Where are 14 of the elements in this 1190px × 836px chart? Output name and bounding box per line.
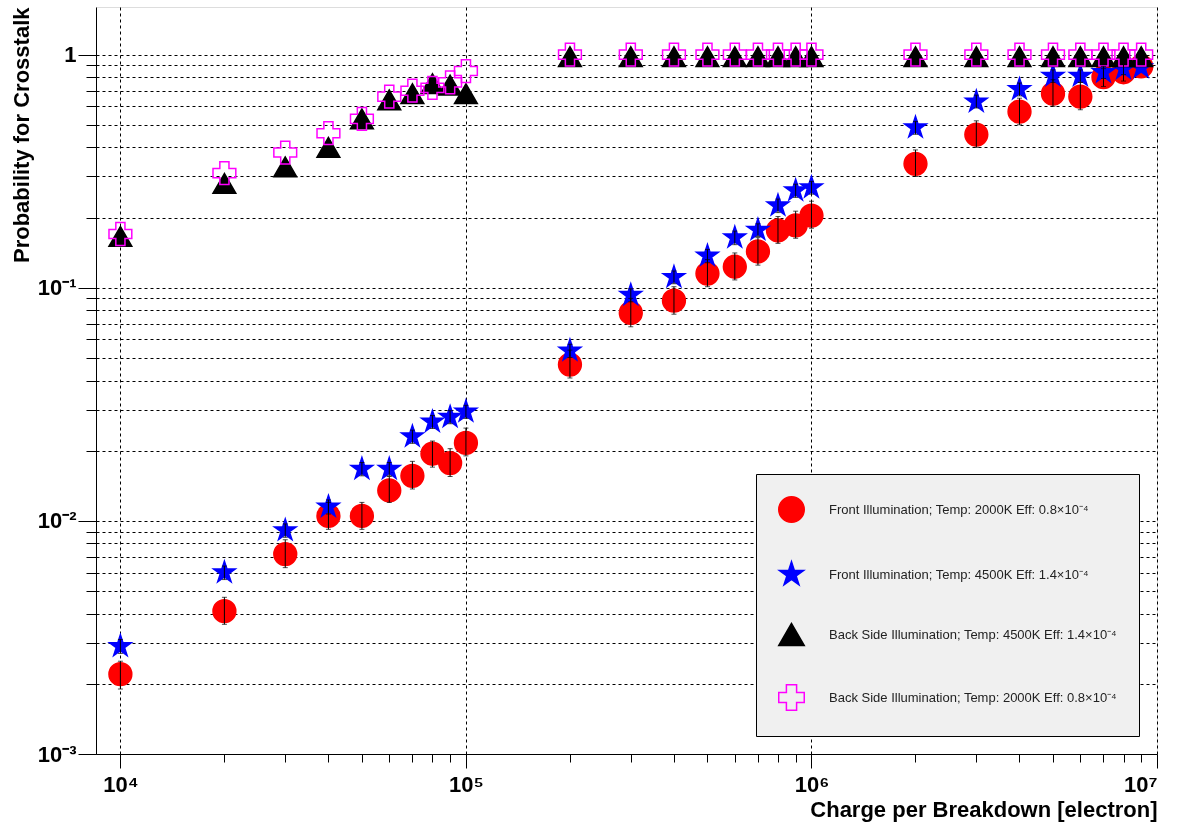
y-axis-title: Probability for Crosstalk: [8, 6, 34, 264]
x-tick-label: 10⁶: [794, 771, 830, 797]
legend-label: Back Side Illumination; Temp: 2000K Eff: 0.8×10⁻⁴: [829, 689, 1117, 705]
x-tick-label: 10⁷: [1123, 771, 1158, 797]
legend-label: Front Illumination; Temp: 2000K Eff: 0.8×10⁻⁴: [829, 501, 1089, 517]
x-tick-label: 10⁴: [103, 771, 139, 797]
x-tick-label: 10⁵: [449, 771, 484, 797]
y-tick-label: 10⁻¹: [37, 275, 77, 301]
y-tick-label: 10⁻²: [37, 508, 77, 534]
legend-label: Back Side Illumination; Temp: 4500K Eff: 1.4×10⁻⁴: [829, 626, 1117, 642]
legend-label: Front Illumination; Temp: 4500K Eff: 1.4×10⁻⁴: [829, 566, 1089, 582]
y-tick-label: 1: [64, 42, 77, 68]
y-tick-label: 10⁻³: [37, 741, 77, 767]
x-axis-title: Charge per Breakdown [electron]: [810, 796, 1158, 822]
